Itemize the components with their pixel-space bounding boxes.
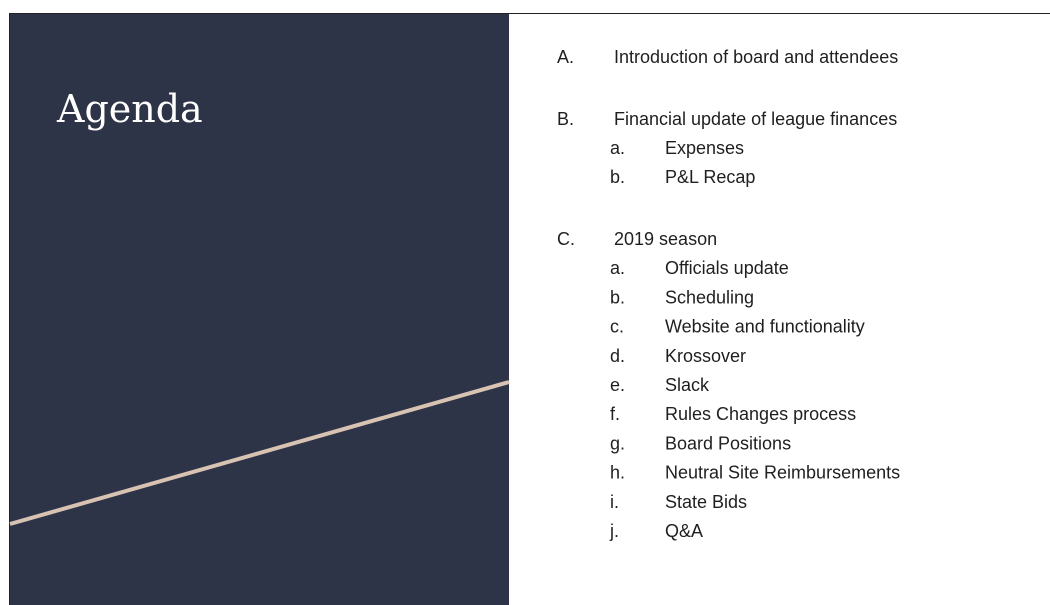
- item-text: Financial update of league finances: [614, 109, 897, 129]
- subitem-label: a.: [610, 258, 625, 278]
- subitem-text: State Bids: [665, 492, 747, 512]
- subitem-label: a.: [610, 138, 625, 158]
- subitem-label: c.: [610, 317, 624, 337]
- subitem-text: Officials update: [665, 258, 789, 278]
- subitem-text: Expenses: [665, 138, 744, 158]
- subitem-label: i.: [610, 492, 619, 512]
- subitem-label: h.: [610, 463, 625, 483]
- item-label: C.: [557, 229, 575, 249]
- subitem-label: f.: [610, 404, 620, 424]
- left-panel: [10, 14, 509, 605]
- subitem-text: Krossover: [665, 346, 746, 366]
- subitem-text: Slack: [665, 375, 710, 395]
- subitem-text: Website and functionality: [665, 317, 865, 337]
- item-text: 2019 season: [614, 229, 717, 249]
- subitem-label: d.: [610, 346, 625, 366]
- subitem-text: Board Positions: [665, 433, 791, 453]
- subitem-text: P&L Recap: [665, 167, 755, 187]
- item-label: B.: [557, 109, 574, 129]
- subitem-text: Scheduling: [665, 287, 754, 307]
- diagonal-accent: [9, 380, 510, 526]
- item-text: Introduction of board and attendees: [614, 47, 898, 67]
- subitem-text: Q&A: [665, 521, 703, 541]
- subitem-label: e.: [610, 375, 625, 395]
- subitem-text: Neutral Site Reimbursements: [665, 463, 900, 483]
- subitem-label: b.: [610, 287, 625, 307]
- subitem-text: Rules Changes process: [665, 404, 856, 424]
- item-label: A.: [557, 47, 574, 67]
- subitem-label: b.: [610, 167, 625, 187]
- subitem-label: g.: [610, 433, 625, 453]
- slide-title: Agenda: [56, 87, 203, 131]
- subitem-label: j.: [609, 521, 619, 541]
